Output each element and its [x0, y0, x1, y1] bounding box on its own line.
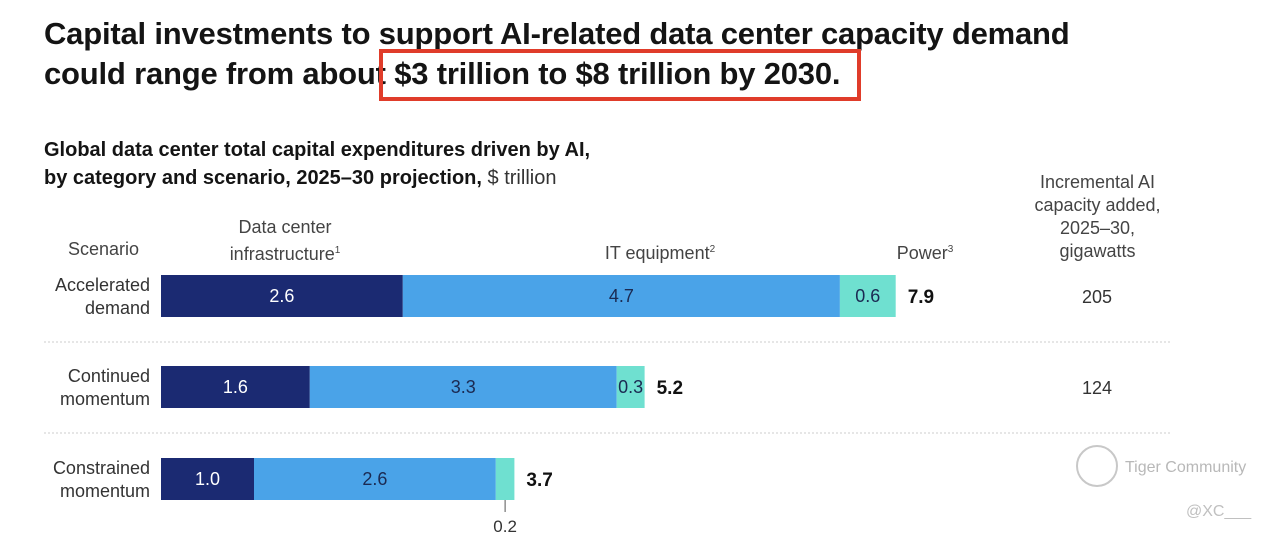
category-label: Continued [68, 366, 150, 386]
capacity-header: Incremental AI capacity added, 2025–30, … [1034, 172, 1161, 261]
headline: Capital investments to support AI-relate… [44, 14, 1244, 94]
bar-segment-data-center-infrastructure [161, 366, 310, 408]
data-label: 3.3 [451, 377, 476, 397]
data-label: 2.6 [269, 286, 294, 306]
headline-suffix: . [831, 56, 841, 91]
bar-segment-data-center-infrastructure [161, 275, 403, 317]
capacity-value: 124 [1082, 378, 1112, 398]
category-label: momentum [60, 389, 150, 409]
bar-segment-data-center-infrastructure [161, 458, 254, 500]
bar-segment-it-equipment [402, 275, 840, 317]
category-label: Accelerated [55, 275, 150, 295]
chart-title-line1: Global data center total capital expendi… [44, 139, 591, 161]
headline-line1: Capital investments to support AI-relate… [44, 16, 1070, 51]
data-label: 4.7 [609, 286, 634, 306]
bar-segment-power [495, 458, 515, 500]
scenario-header: Scenario [68, 239, 140, 259]
total-label: 3.7 [526, 470, 552, 491]
headline-line2: could range from about $3 trillion to $8… [44, 54, 1244, 94]
chart-subtitle: Global data center total capital expendi… [44, 136, 590, 192]
chart-unit: $ trillion [487, 167, 557, 189]
tiger-logo-icon [1076, 445, 1118, 487]
headline-highlight: $3 trillion to $8 trillion by 2030 [394, 56, 832, 91]
bar-segment-power [616, 366, 645, 408]
data-label: 1.0 [195, 469, 220, 489]
data-label: 0.3 [618, 377, 643, 397]
headline-prefix: could range from about [44, 56, 395, 91]
it-equipment-header: IT equipment2 [604, 243, 716, 263]
power-header: Power3 [896, 243, 954, 263]
data-label: 2.6 [362, 469, 387, 489]
category-label: Constrained [53, 458, 150, 478]
data-label: 0.2 [493, 517, 517, 536]
watermark-brand: Tiger Community [1125, 459, 1246, 476]
bar-segment-power [839, 275, 896, 317]
bar-segment-it-equipment [309, 366, 617, 408]
data-label: 1.6 [223, 377, 248, 397]
bar-segment-it-equipment [254, 458, 496, 500]
total-label: 5.2 [657, 378, 683, 399]
capacity-value: 205 [1082, 287, 1112, 307]
category-label: momentum [60, 481, 150, 501]
chart-title-line2: by category and scenario, 2025–30 projec… [44, 167, 557, 189]
total-label: 7.9 [908, 287, 934, 308]
watermark-handle: @XC___ [1186, 503, 1252, 520]
data-label: 0.6 [855, 286, 880, 306]
infrastructure-header: Data center infrastructure1 [229, 217, 341, 264]
category-label: demand [85, 298, 150, 318]
